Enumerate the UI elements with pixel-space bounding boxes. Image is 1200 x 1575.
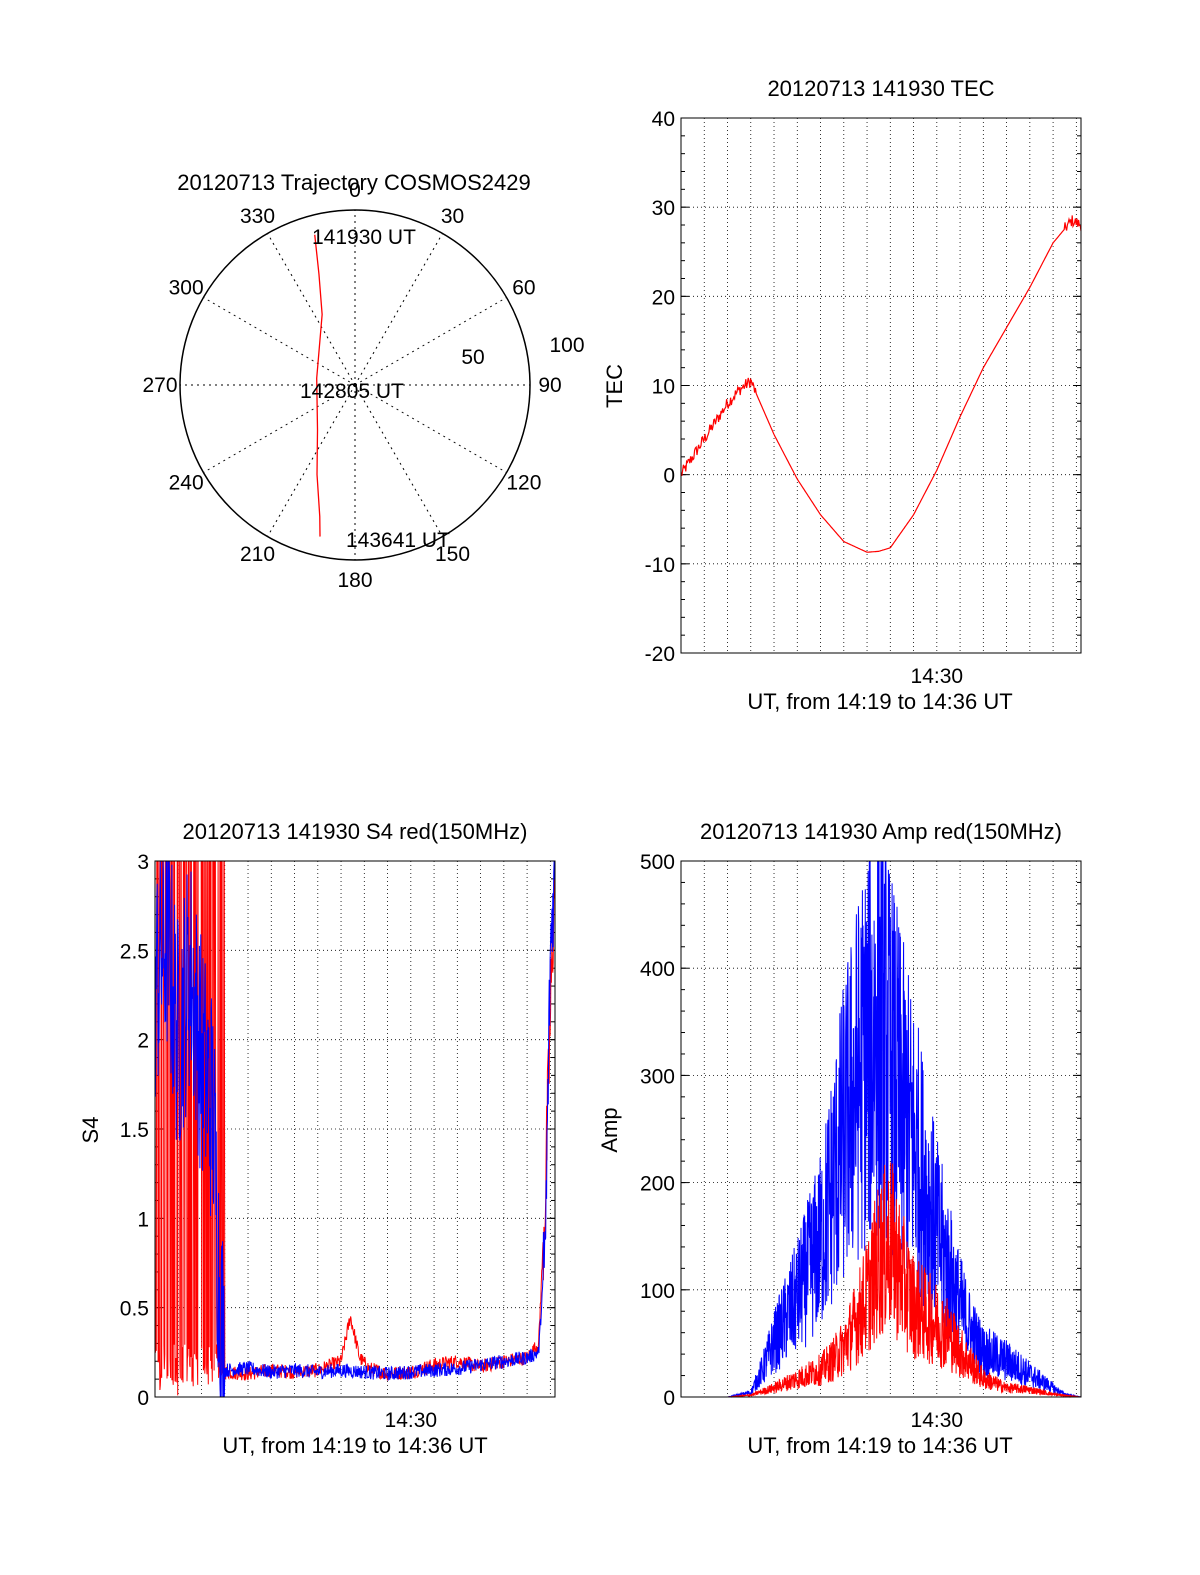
tec-series: [680, 215, 1082, 553]
amp-series: [681, 860, 1081, 1399]
s4-chart: 20120713 141930 S4 red(150MHz) 0 0.5 1 1.5 2…: [78, 819, 556, 1458]
polar-angle-labels: 0 30 60 90 120 150 180 210 240 270 300 330: [142, 179, 561, 592]
tec-ytick-label: 20: [652, 286, 675, 309]
amp-line-1: [681, 1162, 1081, 1399]
elevation-ring-label-50: 50: [461, 346, 484, 369]
amp-ytick-label: 0: [663, 1387, 675, 1410]
azimuth-label-330: 330: [240, 205, 275, 228]
tec-ytick-label: -20: [645, 643, 675, 666]
amp-y-axis-label: Amp: [597, 1107, 622, 1152]
tec-y-axis-label: TEC: [602, 364, 627, 408]
azimuth-spoke-60: [354, 297, 507, 386]
s4-x-axis-label: UT, from 14:19 to 14:36 UT: [222, 1433, 487, 1458]
trajectory-polar-plot: 20120713 Trajectory COSMOS2429 0 30 60 90 12…: [142, 170, 584, 592]
azimuth-label-210: 210: [240, 543, 275, 566]
tec-ytick-label: 30: [652, 197, 675, 220]
s4-ytick-label: 3: [137, 851, 149, 874]
start-time-label: 141930 UT: [312, 226, 416, 249]
s4-y-axis-label: S4: [78, 1117, 103, 1144]
trajectory-title: 20120713 Trajectory COSMOS2429: [177, 170, 530, 195]
azimuth-label-0: 0: [349, 179, 361, 202]
mid-time-label: 142805 UT: [300, 380, 404, 403]
s4-ytick-label: 0: [137, 1387, 149, 1410]
amp-title: 20120713 141930 Amp red(150MHz): [700, 819, 1062, 844]
trajectory-time-annotations: 141930 UT 142805 UT 143641 UT: [300, 226, 450, 552]
tec-ytick-label: 10: [652, 376, 675, 399]
tec-ytick-label: 40: [652, 108, 675, 131]
azimuth-label-300: 300: [169, 277, 204, 300]
tec-x-axis-label: UT, from 14:19 to 14:36 UT: [747, 689, 1012, 714]
amp-ytick-label: 400: [640, 958, 675, 981]
azimuth-label-120: 120: [506, 472, 541, 495]
azimuth-label-240: 240: [169, 472, 204, 495]
azimuth-spoke-120: [354, 384, 507, 473]
tec-line-0: [680, 215, 1082, 553]
s4-line-1: [154, 860, 556, 1398]
tec-ytick-label: -10: [645, 554, 675, 577]
s4-title: 20120713 141930 S4 red(150MHz): [183, 819, 528, 844]
s4-ytick-label: 1: [137, 1208, 149, 1231]
tec-gridlines: [681, 118, 1081, 653]
azimuth-label-270: 270: [142, 374, 177, 397]
end-time-label: 143641 UT: [346, 529, 450, 552]
s4-ytick-label: 2: [137, 1030, 149, 1053]
elevation-ring-label-100: 100: [549, 334, 584, 357]
tec-xtick-label: 14:30: [911, 665, 964, 688]
tec-plot-frame: [680, 117, 1082, 654]
azimuth-label-60: 60: [512, 277, 535, 300]
s4-plot-frame: [154, 860, 556, 1398]
azimuth-spoke-210: [267, 384, 356, 537]
tec-ytick-label: 0: [663, 465, 675, 488]
s4-ytick-label: 0.5: [120, 1298, 149, 1321]
tec-title: 20120713 141930 TEC: [767, 76, 994, 101]
amp-x-axis-label: UT, from 14:19 to 14:36 UT: [747, 1433, 1012, 1458]
azimuth-label-150: 150: [435, 543, 470, 566]
trajectory-line-0: [314, 234, 323, 537]
amp-ytick-label: 300: [640, 1065, 675, 1088]
azimuth-label-180: 180: [337, 569, 372, 592]
tec-chart: 20120713 141930 TEC -20 -10 0 10 20 30 40 14:30…: [602, 76, 1082, 714]
amp-plot-frame: [680, 860, 1082, 1398]
tec-tick-labels: -20 -10 0 10 20 30 40 14:30: [645, 108, 1081, 688]
azimuth-spoke-150: [354, 384, 443, 537]
azimuth-spoke-330: [267, 233, 356, 386]
azimuth-label-90: 90: [538, 374, 561, 397]
amp-chart: 20120713 141930 Amp red(150MHz) 0 100 200 3…: [597, 819, 1082, 1458]
azimuth-label-30: 30: [441, 205, 464, 228]
trajectory-series: [314, 234, 323, 537]
amp-tick-labels: 0 100 200 300 400 500 14:30: [640, 851, 1081, 1432]
s4-ytick-label: 2.5: [120, 940, 149, 963]
s4-line-0: [154, 860, 556, 1396]
s4-xtick-label: 14:30: [385, 1409, 438, 1432]
azimuth-spoke-30: [354, 233, 443, 386]
azimuth-spoke-300: [203, 297, 356, 386]
amp-ytick-label: 200: [640, 1173, 675, 1196]
azimuth-spoke-240: [203, 384, 356, 473]
s4-ytick-label: 1.5: [120, 1119, 149, 1142]
amp-xtick-label: 14:30: [911, 1409, 964, 1432]
amp-ytick-label: 100: [640, 1280, 675, 1303]
polar-grid: [179, 209, 531, 561]
amp-ytick-label: 500: [640, 851, 675, 874]
